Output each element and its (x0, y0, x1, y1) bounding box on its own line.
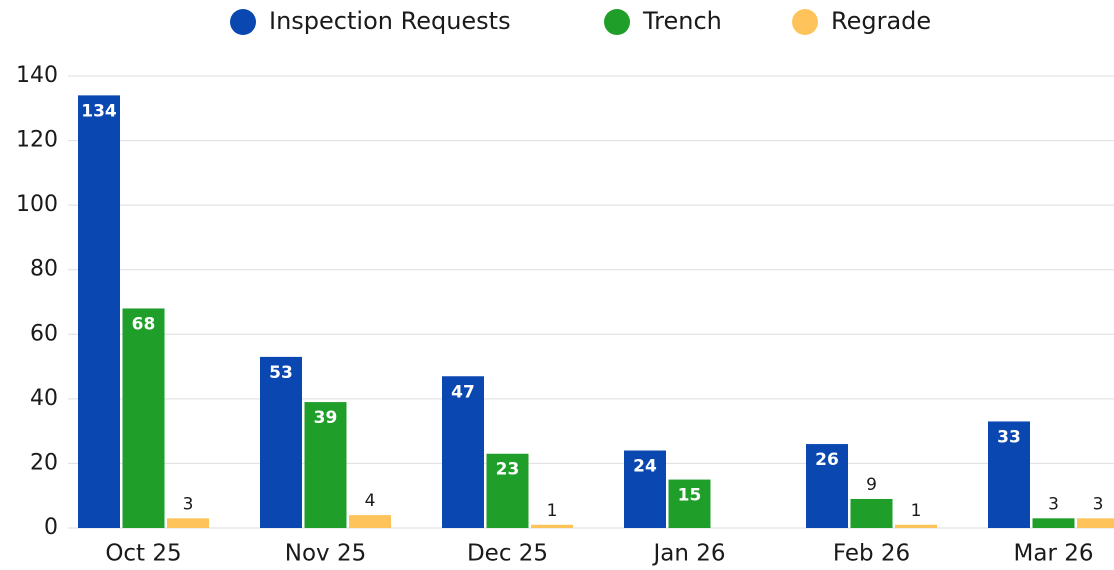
bar (806, 444, 848, 528)
value-label: 39 (314, 408, 338, 428)
value-label: 68 (132, 314, 156, 334)
legend-swatch (792, 9, 818, 35)
x-tick-label: Feb 26 (833, 541, 910, 567)
value-label: 9 (866, 475, 877, 495)
value-label: 1 (911, 501, 922, 521)
value-label: 3 (1048, 494, 1059, 514)
bar (624, 450, 666, 528)
legend-label: Inspection Requests (269, 7, 511, 35)
bar (78, 95, 120, 528)
value-label: 3 (183, 494, 194, 514)
bar (304, 402, 347, 528)
y-tick-label: 140 (16, 63, 58, 88)
y-tick-label: 20 (30, 450, 58, 475)
bar (531, 524, 573, 528)
bar (167, 518, 209, 528)
x-tick-label: Dec 25 (467, 541, 548, 567)
value-label: 26 (815, 450, 839, 470)
bar (1077, 518, 1114, 528)
value-label: 3 (1093, 494, 1104, 514)
bar (486, 453, 529, 528)
x-tick-label: Jan 26 (651, 541, 725, 567)
legend-swatch (230, 9, 256, 35)
bar (349, 515, 391, 528)
bar (122, 308, 165, 528)
bar (260, 356, 302, 528)
x-tick-label: Oct 25 (105, 541, 181, 567)
y-tick-label: 60 (30, 321, 58, 346)
value-label: 1 (547, 501, 558, 521)
bar (895, 524, 937, 528)
value-label: 53 (269, 363, 293, 383)
legend-swatch (604, 9, 630, 35)
y-tick-label: 40 (30, 386, 58, 411)
y-tick-label: 120 (16, 128, 58, 153)
legend-label: Regrade (831, 7, 931, 35)
bar (668, 479, 711, 528)
value-label: 15 (678, 486, 702, 506)
value-label: 47 (451, 382, 475, 402)
value-label: 23 (496, 460, 520, 480)
y-tick-label: 0 (44, 515, 58, 540)
value-label: 24 (633, 457, 657, 477)
bar (850, 498, 893, 528)
bar (988, 421, 1030, 528)
value-label: 33 (997, 427, 1021, 447)
bar (442, 376, 484, 528)
value-label: 134 (81, 101, 117, 121)
x-tick-label: Nov 25 (285, 541, 366, 567)
bar (1032, 518, 1075, 528)
y-tick-label: 80 (30, 257, 58, 282)
x-tick-label: Mar 26 (1014, 541, 1094, 567)
legend-label: Trench (642, 7, 722, 35)
value-label: 4 (365, 491, 376, 511)
y-tick-label: 100 (16, 192, 58, 217)
